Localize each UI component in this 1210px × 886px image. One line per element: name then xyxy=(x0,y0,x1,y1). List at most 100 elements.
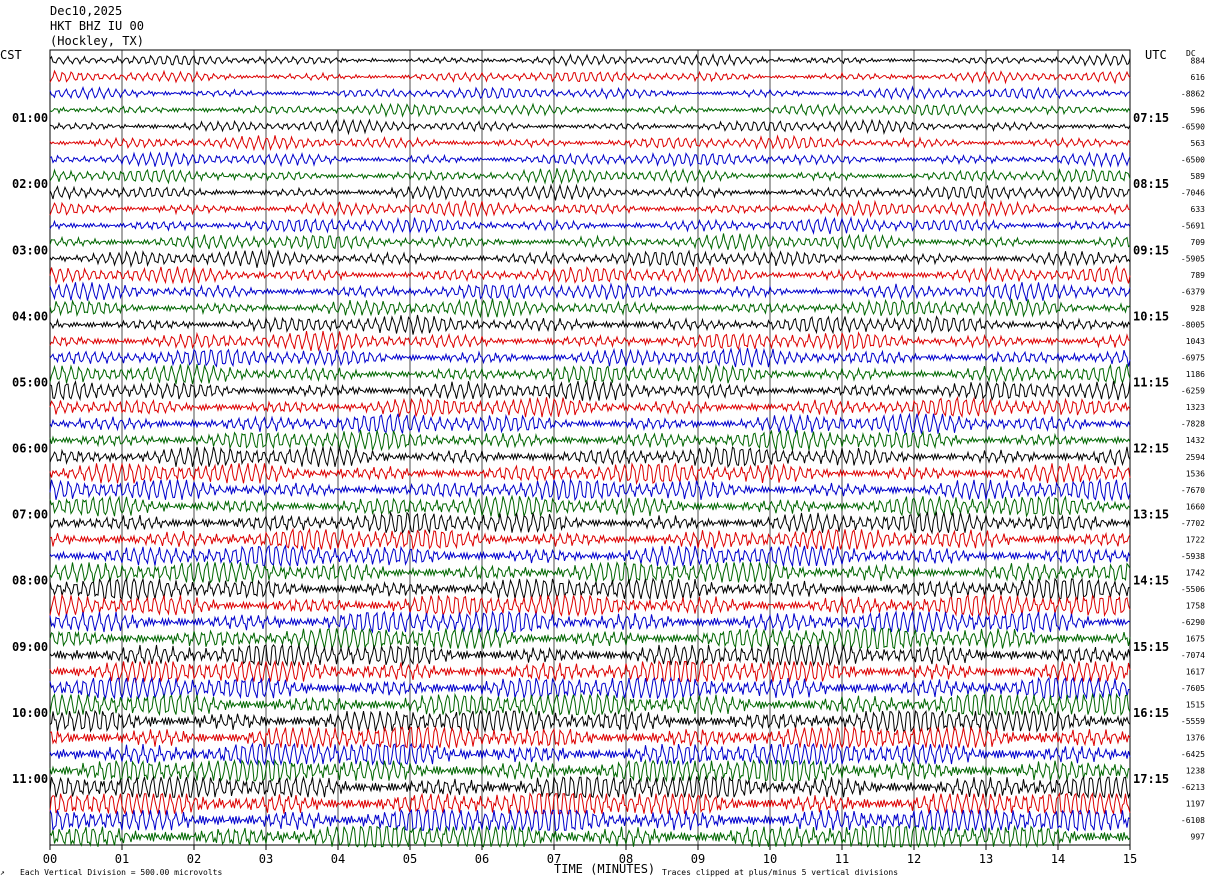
dc-offset-label: 997 xyxy=(1191,833,1206,842)
dc-offset-label: -6975 xyxy=(1181,354,1205,363)
dc-offset-label: -7605 xyxy=(1181,684,1205,693)
dc-offset-label: -6590 xyxy=(1181,122,1205,131)
dc-offset-label: 596 xyxy=(1191,106,1206,115)
dc-offset-label: -5506 xyxy=(1181,585,1205,594)
dc-offset-label: -6108 xyxy=(1181,816,1205,825)
seismic-trace xyxy=(49,791,1131,816)
seismic-trace xyxy=(49,692,1131,717)
dc-offset-label: 709 xyxy=(1191,238,1206,247)
seismic-trace xyxy=(49,102,1131,118)
cst-hour-label: 05:00 xyxy=(12,375,48,389)
dc-offset-label: 1186 xyxy=(1186,370,1205,379)
utc-hour-label: 15:15 xyxy=(1133,640,1169,654)
x-tick-label: 07 xyxy=(547,852,561,866)
x-tick-label: 05 xyxy=(403,852,417,866)
seismic-trace xyxy=(49,429,1131,452)
station-label: HKT BHZ IU 00 xyxy=(50,19,144,33)
seismic-trace xyxy=(49,363,1131,385)
seismic-trace xyxy=(49,477,1131,502)
utc-hour-label: 09:15 xyxy=(1133,243,1169,257)
right-timezone-label: UTC xyxy=(1145,48,1167,62)
seismic-trace xyxy=(49,379,1131,402)
seismic-trace xyxy=(49,412,1131,435)
clip-note: Traces clipped at plus/minus 5 vertical … xyxy=(662,868,899,877)
dc-offset-label: -6379 xyxy=(1181,288,1205,297)
utc-hour-label: 17:15 xyxy=(1133,772,1169,786)
seismic-trace xyxy=(49,233,1131,251)
cst-hour-label: 11:00 xyxy=(12,772,48,786)
seismic-trace xyxy=(49,626,1131,651)
x-tick-label: 08 xyxy=(619,852,633,866)
cst-hour-label: 03:00 xyxy=(12,243,48,257)
dc-offset-label: 1376 xyxy=(1186,734,1205,743)
dc-offset-label: -8005 xyxy=(1181,321,1205,330)
dc-offset-label: 1675 xyxy=(1186,634,1205,643)
seismic-trace xyxy=(49,808,1131,833)
scale-icon: ↗ xyxy=(0,868,5,877)
dc-offset-label: -5691 xyxy=(1181,221,1205,230)
seismic-trace xyxy=(49,298,1131,319)
seismic-trace xyxy=(49,281,1131,302)
seismic-trace xyxy=(49,643,1131,667)
dc-offset-label: 1197 xyxy=(1186,800,1205,809)
x-tick-label: 09 xyxy=(691,852,705,866)
dc-offset-label: 1722 xyxy=(1186,535,1205,544)
dc-offset-label: -6425 xyxy=(1181,750,1205,759)
dc-offset-label: -7046 xyxy=(1181,188,1205,197)
x-tick-label: 01 xyxy=(115,852,129,866)
dc-offset-label: 616 xyxy=(1191,73,1206,82)
dc-offset-label: 928 xyxy=(1191,304,1206,313)
utc-hour-label: 10:15 xyxy=(1133,309,1169,323)
dc-offset-label: 789 xyxy=(1191,271,1206,280)
utc-hour-label: 16:15 xyxy=(1133,706,1169,720)
seismic-trace xyxy=(49,314,1131,335)
seismic-trace xyxy=(49,216,1131,236)
seismic-trace xyxy=(49,445,1131,469)
dc-offset-label: 1536 xyxy=(1186,469,1205,478)
dc-offset-label: 1617 xyxy=(1186,668,1205,677)
x-tick-label: 13 xyxy=(979,852,993,866)
x-axis-title: TIME (MINUTES) xyxy=(554,862,656,876)
trace-group xyxy=(49,52,1131,849)
utc-hour-label: 13:15 xyxy=(1133,508,1169,522)
dc-offset-label: 1742 xyxy=(1186,568,1205,577)
seismic-trace xyxy=(49,544,1131,568)
seismic-trace xyxy=(49,494,1131,519)
hour-labels: 01:00 07:15 02:00 08:15 03:00 09:15 04:00 10:15… xyxy=(12,111,1169,786)
dc-offset-label: -7702 xyxy=(1181,519,1205,528)
seismic-trace xyxy=(49,462,1131,486)
seismic-trace xyxy=(49,264,1131,285)
x-tick-label: 06 xyxy=(475,852,489,866)
cst-hour-label: 04:00 xyxy=(12,309,48,323)
seismic-trace xyxy=(49,577,1131,601)
dc-offset-label: -7074 xyxy=(1181,651,1205,660)
dc-offset-label: 1043 xyxy=(1186,337,1205,346)
date-label: Dec10,2025 xyxy=(50,4,123,18)
x-tick-label: 15 xyxy=(1123,852,1137,866)
plot-border xyxy=(49,49,1131,846)
x-tick-label: 10 xyxy=(763,852,777,866)
seismic-trace xyxy=(49,118,1131,136)
seismic-trace xyxy=(49,742,1131,767)
dc-offset-labels: 884 616 -8862 596 -6590 563 -6500 589 -7046 633 -5… xyxy=(1181,56,1205,841)
utc-hour-label: 08:15 xyxy=(1133,177,1169,191)
dc-offset-label: -7670 xyxy=(1181,486,1205,495)
seismic-trace xyxy=(49,676,1130,700)
x-tick-label: 11 xyxy=(835,852,849,866)
utc-hour-label: 12:15 xyxy=(1133,442,1169,456)
dc-offset-label: 633 xyxy=(1191,205,1206,214)
seismic-trace xyxy=(49,85,1131,101)
seismic-trace xyxy=(49,330,1131,352)
dc-offset-label: 1515 xyxy=(1186,701,1205,710)
utc-hour-label: 11:15 xyxy=(1133,375,1169,389)
seismic-trace xyxy=(49,52,1131,67)
utc-hour-label: 14:15 xyxy=(1133,574,1169,588)
seismic-trace xyxy=(49,199,1131,218)
dc-offset-label: 1660 xyxy=(1186,502,1205,511)
cst-hour-label: 08:00 xyxy=(12,574,48,588)
seismic-trace xyxy=(49,183,1131,201)
seismic-trace xyxy=(49,725,1131,750)
x-tick-label: 02 xyxy=(187,852,201,866)
location-label: (Hockley, TX) xyxy=(50,34,144,48)
